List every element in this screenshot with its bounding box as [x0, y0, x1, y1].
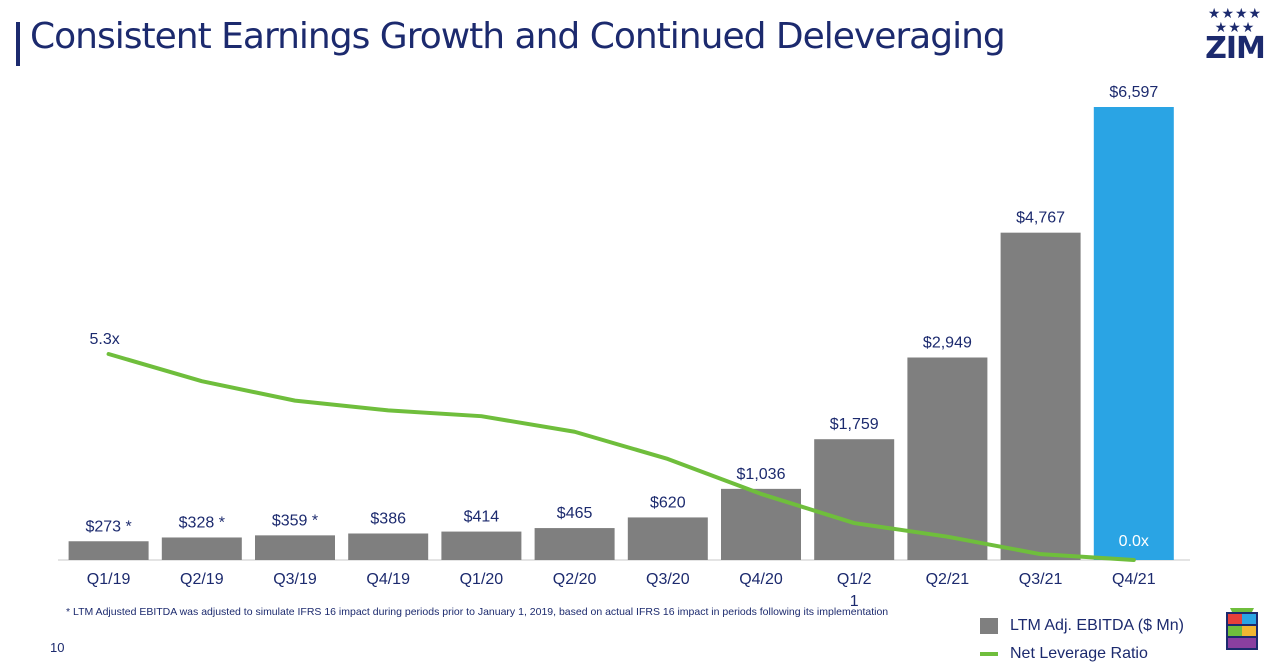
- zim-logo: ★★★★ ★★★ ZIM: [1196, 6, 1274, 74]
- legend-label-leverage: Net Leverage Ratio: [1010, 645, 1148, 662]
- chart-legend: LTM Adj. EBITDA ($ Mn) Net Leverage Rati…: [980, 612, 1184, 668]
- bar-7: [721, 488, 801, 560]
- bar-label-8: $1,759: [830, 416, 879, 433]
- bar-3: [348, 533, 429, 560]
- bar-label-10: $4,767: [1016, 210, 1065, 227]
- legend-line-swatch: [980, 652, 998, 656]
- page-title: Consistent Earnings Growth and Continued…: [30, 16, 1006, 57]
- x-tick-label-6: Q3/20: [646, 571, 690, 588]
- bar-11: [1093, 107, 1174, 560]
- page-number: 10: [50, 640, 65, 655]
- bar-label-11: $6,597: [1109, 84, 1158, 101]
- leverage-label-0: 5.3x: [89, 331, 119, 348]
- bar-label-7: $1,036: [737, 466, 786, 483]
- bar-8: [814, 439, 895, 560]
- legend-item-leverage: Net Leverage Ratio: [980, 640, 1184, 668]
- x-tick-label-8-line1: 1: [850, 593, 859, 610]
- bar-1: [161, 537, 242, 560]
- x-tick-label-10: Q3/21: [1019, 571, 1063, 588]
- bar-label-3: $386: [370, 510, 406, 527]
- title-accent-bar: [16, 22, 20, 66]
- bar-10: [1000, 232, 1081, 560]
- bar-label-4: $414: [464, 509, 500, 526]
- x-tick-label-0: Q1/19: [87, 571, 131, 588]
- bar-0: [68, 541, 149, 560]
- leverage-line: [106, 352, 1136, 562]
- x-tick-label-1: Q2/19: [180, 571, 224, 588]
- corner-logo-icon: [1226, 608, 1258, 650]
- legend-label-ebitda: LTM Adj. EBITDA ($ Mn): [1010, 617, 1184, 634]
- bar-4: [441, 531, 522, 560]
- x-tick-label-8: Q1/2: [837, 571, 872, 588]
- bar-label-5: $465: [557, 505, 593, 522]
- bar-label-9: $2,949: [923, 334, 972, 351]
- bar-2: [255, 535, 335, 560]
- logo-wordmark: ZIM: [1205, 31, 1266, 66]
- bar-label-6: $620: [650, 494, 686, 511]
- bar-5: [534, 528, 615, 560]
- legend-bar-swatch: [980, 618, 998, 634]
- x-tick-label-9: Q2/21: [926, 571, 970, 588]
- x-tick-label-7: Q4/20: [739, 571, 783, 588]
- x-tick-label-3: Q4/19: [366, 571, 410, 588]
- bar-9: [907, 357, 988, 560]
- x-tick-label-2: Q3/19: [273, 571, 317, 588]
- footnote: * LTM Adjusted EBITDA was adjusted to si…: [66, 606, 889, 618]
- x-tick-label-5: Q2/20: [553, 571, 597, 588]
- bar-label-0: $273 *: [85, 518, 131, 535]
- x-tick-label-4: Q1/20: [460, 571, 504, 588]
- bar-6: [627, 517, 708, 560]
- bar-label-1: $328 *: [179, 514, 225, 531]
- x-tick-label-11: Q4/21: [1112, 571, 1156, 588]
- bar-label-2: $359 *: [272, 512, 318, 529]
- logo-stars-icon: ★★★★ ★★★: [1207, 5, 1263, 35]
- leverage-label-11: 0.0x: [1119, 533, 1149, 550]
- legend-item-ebitda: LTM Adj. EBITDA ($ Mn): [980, 612, 1184, 640]
